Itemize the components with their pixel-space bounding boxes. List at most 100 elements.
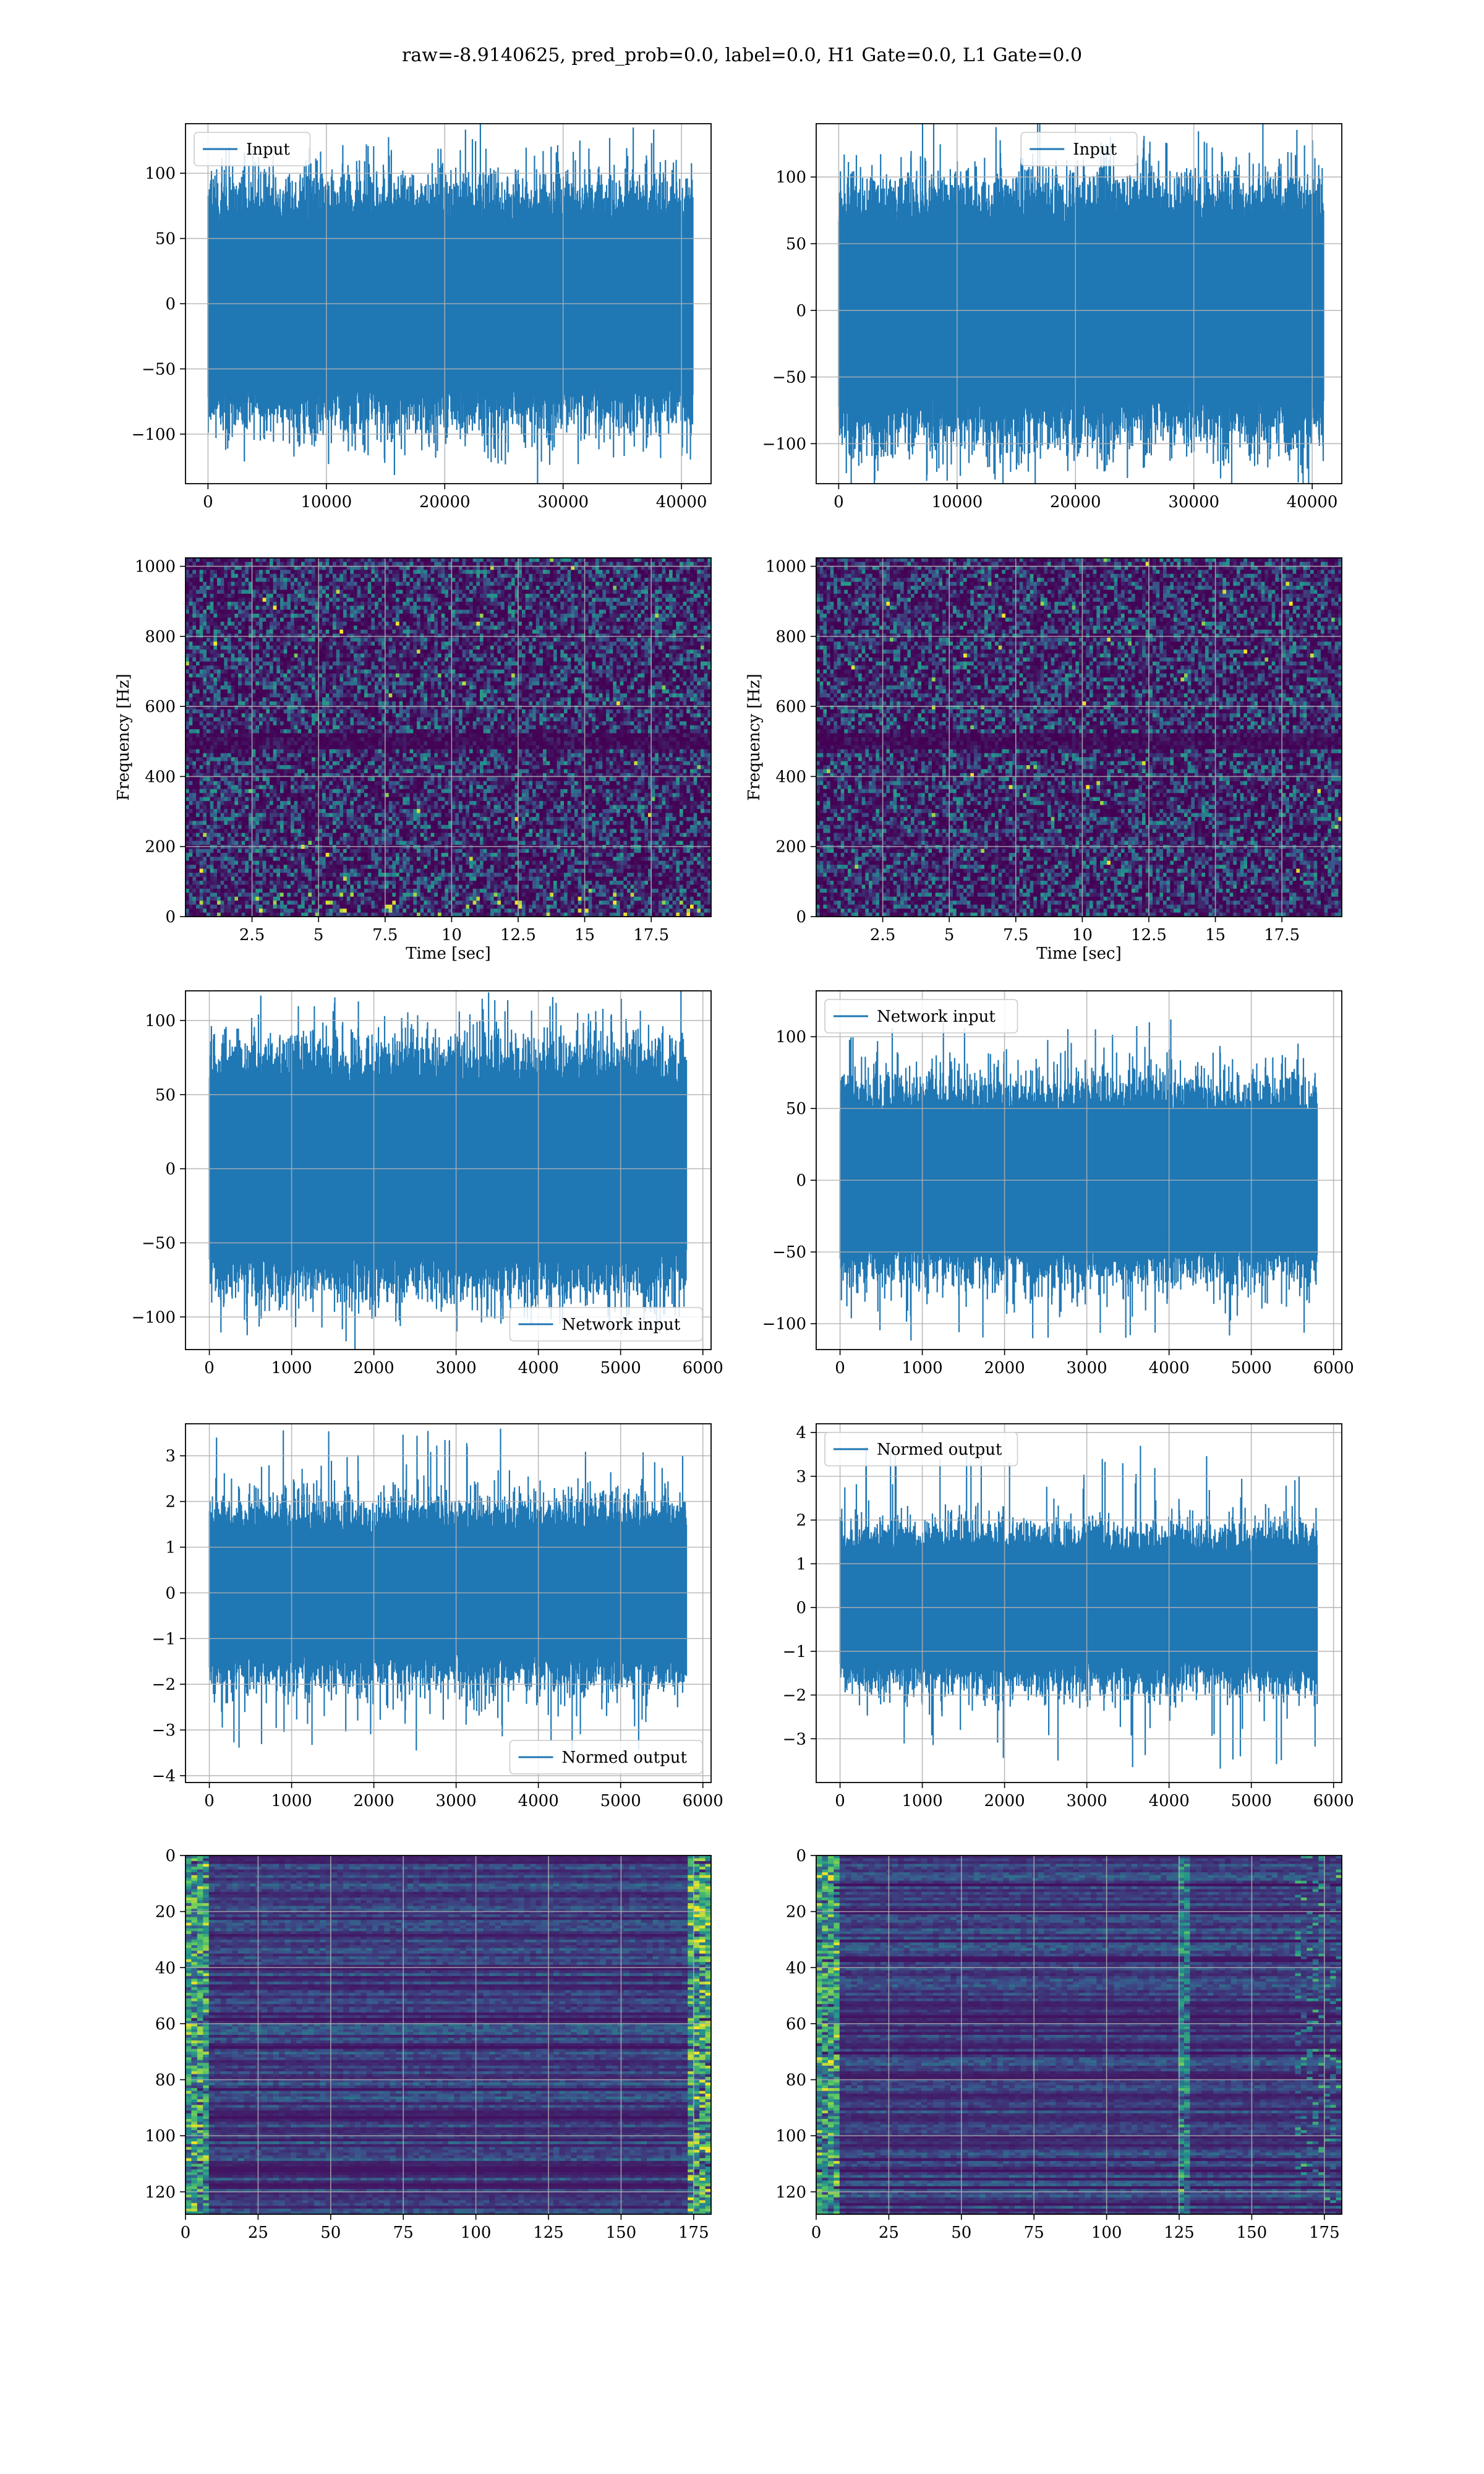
heatmap-cell	[630, 606, 634, 610]
heatmap-cell	[585, 673, 589, 678]
heatmap-cell	[609, 573, 613, 578]
heatmap-cell	[315, 673, 319, 678]
heatmap-cell	[620, 673, 624, 678]
heatmap-cell	[525, 641, 529, 646]
heatmap-cell	[231, 657, 235, 662]
heatmap-cell	[672, 609, 676, 614]
heatmap-cell	[487, 669, 491, 674]
heatmap-cell	[638, 649, 642, 654]
heatmap-cell	[438, 581, 442, 586]
heatmap-cell	[385, 617, 390, 622]
heatmap-cell	[357, 565, 361, 570]
heatmap-cell	[623, 565, 628, 570]
heatmap-cell	[318, 625, 323, 630]
heatmap-cell	[483, 617, 487, 622]
heatmap-cell	[616, 601, 621, 606]
heatmap-cell	[196, 653, 200, 658]
heatmap-cell	[480, 581, 484, 586]
heatmap-cell	[476, 669, 480, 674]
heatmap-cell	[690, 617, 694, 622]
heatmap-cell	[312, 649, 316, 654]
heatmap-cell	[424, 581, 428, 586]
heatmap-cell	[651, 637, 655, 642]
heatmap-cell	[511, 601, 516, 606]
heatmap-cell	[630, 673, 634, 678]
heatmap-cell	[350, 565, 354, 570]
heatmap-cell	[543, 609, 547, 614]
heatmap-cell	[420, 573, 424, 578]
heatmap-cell	[403, 677, 407, 682]
heatmap-cell	[192, 641, 197, 646]
heatmap-cell	[532, 637, 537, 642]
heatmap-cell	[553, 609, 558, 614]
heatmap-cell	[606, 625, 610, 630]
heatmap-cell	[220, 614, 224, 618]
heatmap-cell	[238, 565, 242, 570]
heatmap-cell	[367, 573, 372, 578]
heatmap-cell	[315, 657, 319, 662]
heatmap-cell	[462, 630, 466, 635]
heatmap-cell	[364, 637, 369, 642]
heatmap-cell	[480, 622, 484, 627]
heatmap-cell	[196, 666, 200, 670]
heatmap-cell	[367, 641, 372, 646]
heatmap-cell	[382, 681, 386, 686]
heatmap-cell	[312, 630, 316, 635]
heatmap-cell	[476, 573, 480, 578]
heatmap-cell	[693, 645, 697, 650]
heatmap-cell	[280, 661, 284, 666]
heatmap-cell	[588, 666, 592, 670]
heatmap-cell	[588, 597, 592, 602]
heatmap-cell	[245, 614, 249, 618]
heatmap-cell	[585, 578, 589, 583]
heatmap-cell	[592, 570, 596, 575]
heatmap-cell	[680, 641, 684, 646]
heatmap-cell	[599, 669, 603, 674]
heatmap-cell	[680, 609, 684, 614]
heatmap-cell	[550, 562, 554, 567]
heatmap-cell	[343, 594, 348, 599]
heatmap-cell	[556, 606, 561, 610]
heatmap-cell	[532, 609, 537, 614]
heatmap-cell	[518, 685, 522, 690]
heatmap-cell	[535, 653, 540, 658]
heatmap-cell	[487, 581, 491, 586]
heatmap-cell	[301, 589, 305, 594]
heatmap-cell	[228, 633, 232, 638]
heatmap-cell	[578, 589, 582, 594]
heatmap-cell	[388, 641, 393, 646]
heatmap-cell	[322, 681, 326, 686]
heatmap-cell	[409, 570, 414, 575]
heatmap-cell	[210, 597, 214, 602]
heatmap-cell	[199, 558, 203, 563]
heatmap-cell	[627, 657, 631, 662]
heatmap-cell	[669, 565, 673, 570]
heatmap-cell	[297, 657, 302, 662]
heatmap-cell	[627, 630, 631, 635]
heatmap-cell	[409, 622, 414, 627]
heatmap-cell	[427, 645, 432, 650]
heatmap-cell	[546, 641, 550, 646]
heatmap-cell	[571, 653, 575, 658]
heatmap-cell	[266, 617, 270, 622]
heatmap-cell	[680, 601, 684, 606]
heatmap-cell	[518, 597, 522, 602]
heatmap-cell	[231, 681, 235, 686]
heatmap-cell	[476, 558, 480, 563]
heatmap-cell	[420, 633, 424, 638]
heatmap-cell	[522, 666, 526, 670]
heatmap-cell	[217, 581, 221, 586]
heatmap-cell	[550, 581, 554, 586]
heatmap-cell	[343, 649, 348, 654]
heatmap-cell	[662, 594, 666, 599]
heatmap-cell	[424, 637, 428, 642]
heatmap-cell	[693, 641, 697, 646]
heatmap-cell	[273, 641, 277, 646]
heatmap-cell	[430, 562, 435, 567]
heatmap-cell	[312, 578, 316, 583]
heatmap-cell	[343, 633, 348, 638]
heatmap-cell	[620, 597, 624, 602]
heatmap-cell	[543, 666, 547, 670]
heatmap-cell	[707, 562, 711, 567]
heatmap-cell	[417, 637, 421, 642]
